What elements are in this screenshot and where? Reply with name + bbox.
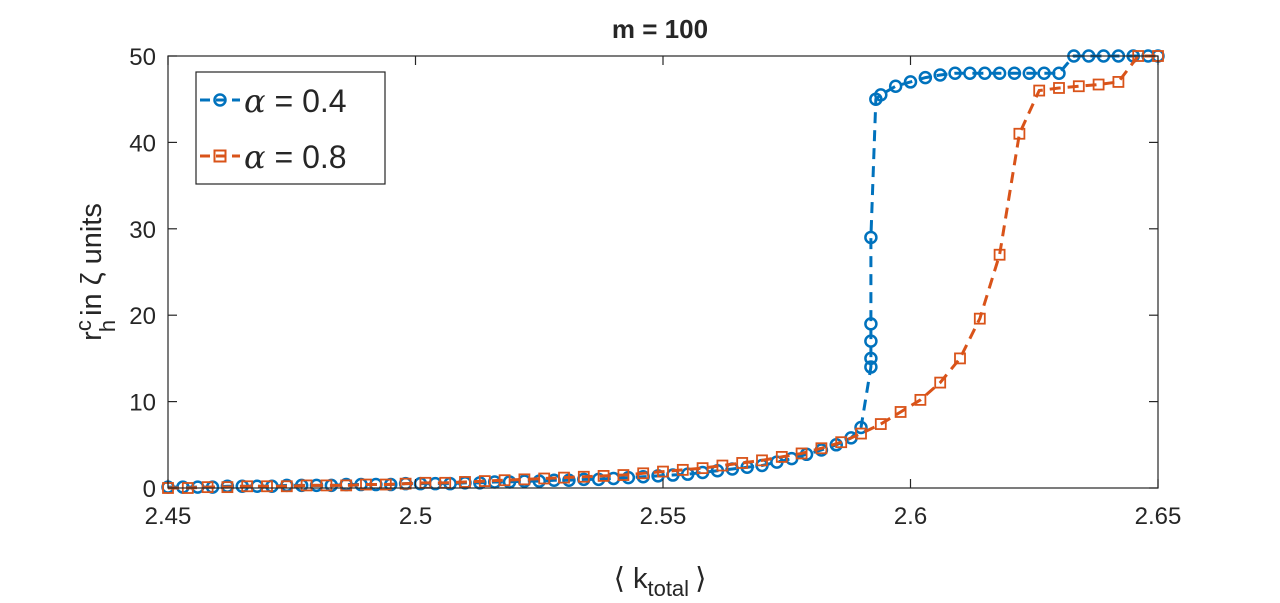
data-point	[888, 79, 903, 93]
data-point	[874, 88, 888, 102]
svg-text:α = 0.8: α = 0.8	[244, 138, 347, 176]
data-point	[1072, 80, 1085, 93]
data-point	[948, 66, 962, 81]
data-point	[963, 66, 977, 81]
data-point	[1022, 66, 1037, 81]
data-point	[864, 351, 878, 366]
y-tick-label: 10	[129, 390, 156, 417]
data-point	[597, 470, 610, 482]
data-point	[978, 66, 992, 81]
data-point	[1092, 78, 1105, 91]
data-point	[280, 480, 293, 493]
chart-title: m = 100	[612, 14, 708, 44]
svg-text:α = 0.4: α = 0.4	[244, 82, 347, 120]
data-point	[954, 352, 966, 365]
x-tick-label: 2.55	[640, 503, 687, 530]
legend-entry-alpha-0.8: α = 0.8	[200, 138, 347, 176]
data-point	[1052, 66, 1066, 81]
data-point	[379, 478, 392, 491]
data-point	[558, 471, 570, 484]
legend-box	[195, 71, 386, 185]
x-tick-label: 2.6	[894, 503, 927, 530]
x-tick-label: 2.45	[145, 503, 192, 530]
data-point	[399, 477, 412, 490]
data-point	[854, 420, 868, 435]
data-point	[459, 476, 471, 488]
data-point	[1053, 82, 1065, 94]
data-point	[918, 70, 933, 85]
data-point	[498, 474, 511, 487]
y-tick-label: 0	[143, 476, 156, 503]
data-point	[320, 479, 333, 492]
data-point	[933, 68, 947, 82]
legend-entry-alpha-0.4: α = 0.4	[200, 82, 347, 120]
data-point	[716, 459, 729, 472]
data-point	[993, 248, 1006, 261]
data-point	[1033, 84, 1046, 97]
x-tick-label: 2.5	[399, 503, 432, 530]
data-point	[934, 376, 947, 389]
data-point	[874, 418, 887, 430]
y-tick-label: 30	[129, 217, 156, 244]
data-point	[696, 462, 709, 475]
series-line	[168, 54, 1158, 490]
data-point	[756, 454, 768, 467]
data-point	[864, 317, 878, 331]
data-point	[736, 457, 749, 469]
data-point	[201, 481, 214, 494]
y-axis-label: rchin ζ units	[71, 203, 120, 341]
data-point	[903, 75, 918, 89]
data-point	[261, 480, 273, 493]
data-point	[617, 469, 630, 481]
data-point	[360, 478, 372, 491]
data-point	[1112, 76, 1125, 88]
data-point	[241, 480, 254, 493]
data-point	[340, 479, 353, 492]
data-point	[300, 479, 313, 492]
data-point	[775, 450, 788, 463]
data-point	[914, 393, 927, 406]
data-point	[577, 470, 590, 483]
x-tick-label: 2.65	[1135, 503, 1182, 530]
data-point	[894, 406, 907, 418]
x-axis-label: ⟨ ktotal ⟩	[614, 563, 707, 601]
y-tick-label: 50	[129, 44, 156, 71]
data-point	[538, 472, 551, 485]
data-point	[1037, 66, 1051, 81]
data-point	[864, 360, 878, 374]
data-point	[992, 66, 1007, 81]
data-point	[855, 427, 867, 440]
data-point	[221, 481, 234, 494]
y-tick-label: 40	[129, 130, 156, 157]
data-point	[815, 442, 828, 455]
data-point	[637, 467, 650, 480]
y-tick-label: 20	[129, 303, 156, 330]
data-point	[657, 465, 669, 478]
data-point	[676, 463, 689, 476]
data-point	[973, 312, 986, 325]
data-point	[478, 475, 491, 487]
data-point	[864, 230, 878, 245]
data-point	[795, 447, 808, 460]
data-point	[1013, 127, 1026, 140]
legend: α = 0.4 α = 0.8	[195, 71, 386, 185]
axis-ticks: 2.45 2.5 2.55 2.6 2.65 0 10 20 30 40 50	[129, 44, 1181, 530]
data-point	[518, 473, 531, 486]
data-point	[1007, 66, 1022, 81]
data-point	[835, 436, 848, 449]
data-point	[864, 334, 878, 348]
